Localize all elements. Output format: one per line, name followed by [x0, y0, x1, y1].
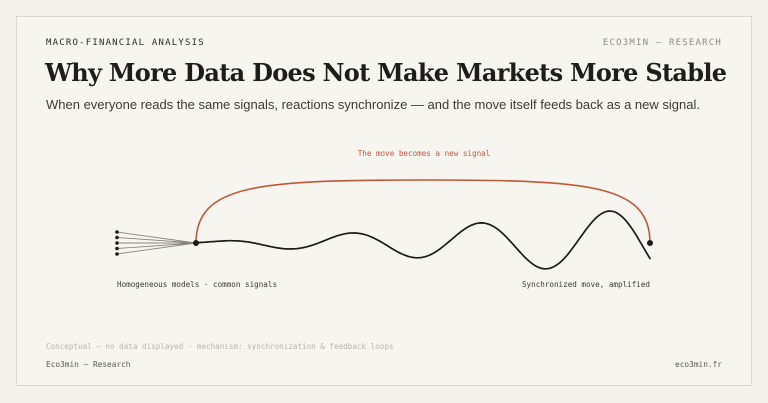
input-signal-dot [115, 241, 119, 245]
convergence-node [193, 240, 199, 246]
footer-url: eco3min.fr [675, 360, 722, 369]
input-signal-dot [115, 235, 119, 240]
input-signal-line [116, 237, 197, 244]
input-signals-fan [115, 230, 197, 256]
section-kicker: MACRO-FINANCIAL ANALYSIS [46, 38, 205, 48]
feedback-loop-arc [195, 179, 651, 244]
footer-credit: Eco3min — Research [46, 360, 131, 369]
page-subtitle: When everyone reads the same signals, re… [46, 97, 700, 112]
input-signal-dot [115, 230, 119, 234]
input-signal-line [116, 242, 197, 255]
methodology-note: Conceptual — no data displayed · mechani… [46, 342, 394, 351]
homogeneous-models-label: Homogeneous models · common signals [117, 280, 277, 289]
synchronized-wave [195, 210, 651, 270]
input-signal-dot [115, 252, 119, 256]
synchronized-move-label: Synchronized move, amplified [522, 280, 650, 289]
input-signal-line [116, 242, 197, 249]
page-title: Why More Data Does Not Make Markets More… [45, 58, 727, 87]
amplified-move-node [647, 240, 653, 246]
brand-label: ECO3MIN — RESEARCH [602, 38, 722, 48]
feedback-label: The move becomes a new signal [358, 149, 491, 158]
input-signal-dot [115, 246, 119, 251]
input-signal-line [116, 231, 197, 244]
